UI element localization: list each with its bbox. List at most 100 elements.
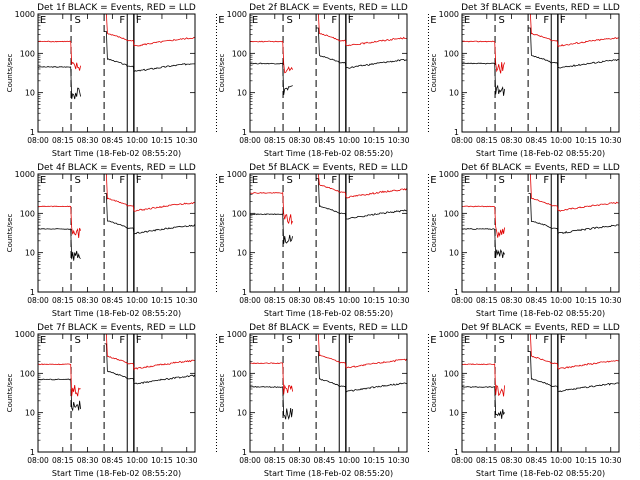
series-line-events	[37, 66, 81, 100]
series-line-lld	[316, 13, 407, 47]
panel-title: Det 9f BLACK = Events, RED = LLD	[461, 323, 620, 333]
x-tick-label: 08:15	[476, 456, 498, 465]
plot-frame	[249, 173, 408, 293]
y-axis-label: Counts/sec	[6, 374, 14, 413]
x-tick-label: 08:15	[52, 456, 74, 465]
y-tick-label: 100	[20, 49, 35, 58]
x-tick-label: 10:15	[363, 136, 385, 145]
series-line-lld	[250, 192, 293, 226]
y-tick-label: 1000	[439, 10, 459, 19]
y-tick-label: 1	[30, 448, 35, 457]
series-line-events	[316, 178, 407, 220]
y-tick-label: 100	[444, 209, 459, 218]
series-line-lld	[316, 333, 408, 369]
marker-label-e: E	[464, 335, 470, 346]
y-axis-label: Counts/sec	[218, 214, 226, 253]
y-tick-label: 1000	[439, 170, 459, 179]
marker-label-s: S	[498, 15, 504, 26]
x-tick-label: 08:15	[476, 296, 498, 305]
marker-label-f: F	[543, 175, 549, 186]
x-tick-label: 08:45	[102, 296, 124, 305]
panel-det-5: Det 5f BLACK = Events, RED = LLD Counts/s…	[218, 163, 437, 318]
panel-title: Det 4f BLACK = Events, RED = LLD	[37, 163, 196, 173]
marker-label-e: E	[252, 15, 258, 26]
panel-det-9: Det 9f BLACK = Events, RED = LLD Counts/s…	[430, 323, 640, 478]
series-line-events	[250, 213, 293, 244]
plot-frame	[37, 333, 196, 453]
series-line-lld	[462, 40, 505, 74]
series-line-events	[528, 27, 619, 69]
marker-label-s: S	[498, 175, 504, 186]
y-tick-label: 10	[237, 409, 247, 418]
x-tick-label: 10:15	[575, 456, 597, 465]
x-axis-label: Start Time (18-Feb-02 08:55:20)	[476, 309, 605, 318]
x-tick-label: 10:00	[550, 456, 572, 465]
x-tick-label: 08:15	[52, 296, 74, 305]
x-tick-label: 08:30	[289, 296, 311, 305]
y-tick-label: 100	[20, 369, 35, 378]
x-tick-label: 08:30	[501, 296, 523, 305]
panel-title: Det 8f BLACK = Events, RED = LLD	[249, 323, 408, 333]
panel-title: Det 3f BLACK = Events, RED = LLD	[461, 3, 620, 13]
marker-label-f: F	[331, 175, 337, 186]
y-axis-label: Counts/sec	[218, 374, 226, 413]
x-tick-label: 08:00	[27, 296, 49, 305]
marker-label-s: S	[286, 175, 292, 186]
panel-title: Det 7f BLACK = Events, RED = LLD	[37, 323, 196, 333]
series-line-lld	[316, 173, 408, 199]
y-tick-label: 10	[449, 89, 459, 98]
series-line-events	[249, 62, 293, 95]
x-tick-label: 10:30	[176, 456, 198, 465]
series-line-lld	[104, 173, 195, 212]
y-tick-label: 1000	[227, 330, 247, 339]
series-line-lld	[249, 40, 293, 74]
x-tick-label: 08:00	[239, 136, 261, 145]
y-tick-label: 1	[30, 128, 35, 137]
panel-det-3: Det 3f BLACK = Events, RED = LLD Counts/s…	[430, 3, 640, 158]
y-tick-label: 10	[449, 409, 459, 418]
x-tick-label: 10:15	[151, 136, 173, 145]
x-tick-label: 10:30	[388, 136, 410, 145]
plot-frame	[37, 13, 196, 133]
marker-label-s: S	[74, 15, 80, 26]
x-axis-label: Start Time (18-Feb-02 08:55:20)	[476, 149, 605, 158]
y-tick-label: 10	[25, 409, 35, 418]
x-axis-label: Start Time (18-Feb-02 08:55:20)	[52, 149, 181, 158]
x-tick-label: 10:00	[338, 456, 360, 465]
panel-det-1: Det 1f BLACK = Events, RED = LLD Counts/s…	[6, 3, 225, 158]
x-tick-label: 08:45	[102, 136, 124, 145]
marker-label-e: E	[430, 335, 436, 346]
x-tick-label: 08:15	[52, 136, 74, 145]
x-tick-label: 10:30	[176, 136, 198, 145]
x-tick-label: 08:45	[314, 456, 336, 465]
x-tick-label: 10:00	[550, 296, 572, 305]
series-line-events	[461, 228, 505, 259]
x-tick-label: 08:30	[501, 136, 523, 145]
y-tick-label: 100	[232, 369, 247, 378]
x-tick-label: 08:30	[77, 296, 99, 305]
x-tick-label: 10:00	[126, 136, 148, 145]
marker-label-f: F	[331, 335, 337, 346]
panel-title: Det 6f BLACK = Events, RED = LLD	[461, 163, 620, 173]
x-tick-label: 08:30	[77, 456, 99, 465]
y-tick-label: 1000	[15, 330, 35, 339]
series-line-lld	[104, 13, 195, 47]
series-line-lld	[528, 333, 619, 370]
marker-label-f: F	[560, 15, 566, 26]
series-line-lld	[37, 40, 81, 71]
panel-det-6: Det 6f BLACK = Events, RED = LLD Counts/s…	[430, 163, 640, 318]
marker-label-f: F	[560, 175, 566, 186]
y-tick-label: 1	[454, 448, 459, 457]
series-line-events	[316, 351, 407, 393]
series-line-events	[37, 228, 81, 261]
y-tick-label: 1000	[227, 10, 247, 19]
y-tick-label: 10	[25, 249, 35, 258]
series-line-lld	[528, 13, 619, 48]
panel-det-4: Det 4f BLACK = Events, RED = LLD Counts/s…	[6, 163, 225, 318]
x-tick-label: 08:45	[314, 296, 336, 305]
x-tick-label: 10:30	[600, 296, 622, 305]
marker-label-f: F	[136, 335, 142, 346]
plot-frame	[461, 333, 620, 453]
x-tick-label: 08:45	[526, 296, 548, 305]
